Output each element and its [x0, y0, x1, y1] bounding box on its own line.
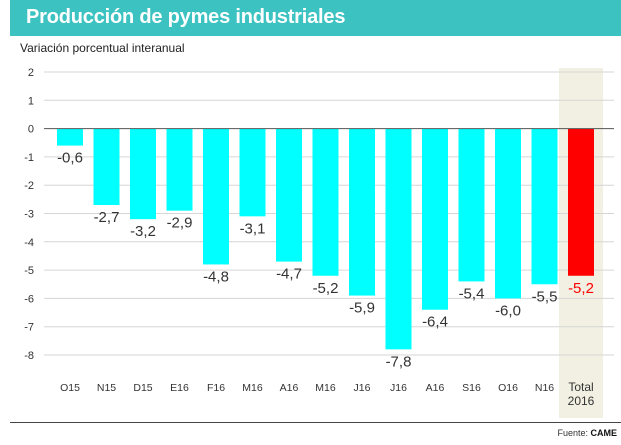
y-tick-label: -1 [24, 152, 34, 164]
bar-4 [166, 128, 193, 211]
x-tick-label: N15 [97, 382, 116, 394]
y-tick-label: -7 [24, 322, 34, 334]
x-tick-label: Total [568, 380, 593, 394]
data-label: -4,8 [203, 268, 229, 285]
data-label: -7,8 [386, 353, 412, 370]
data-label: -5,5 [532, 288, 558, 305]
bar-6 [239, 128, 266, 217]
footer-divider [10, 422, 621, 423]
bar-11 [422, 128, 448, 310]
data-label: -5,2 [313, 280, 339, 297]
data-label: -5,4 [459, 285, 485, 302]
chart-title: Producción de pymes industriales [26, 6, 346, 28]
y-tick-label: 2 [28, 67, 34, 79]
data-label: -2,9 [167, 215, 193, 232]
bar-5 [203, 128, 229, 265]
source-note: Fuente: CAME [557, 428, 617, 438]
data-label: -4,7 [276, 266, 302, 283]
bar-1 [57, 128, 83, 146]
y-tick-label: -3 [24, 209, 34, 221]
bar-13 [495, 128, 521, 299]
x-tick-label: O15 [60, 382, 80, 394]
header-banner: Producción de pymes industriales [10, 0, 621, 36]
y-tick-label: -6 [24, 293, 34, 305]
y-tick-label: -4 [24, 237, 34, 249]
x-tick-label: M16 [242, 382, 263, 394]
data-label: -3,1 [240, 220, 266, 237]
x-tick-label: A16 [280, 382, 299, 394]
data-label: -5,9 [349, 300, 375, 317]
x-tick-label: F16 [207, 382, 225, 394]
data-label: -2,7 [94, 209, 120, 226]
y-tick-label: -8 [24, 350, 34, 362]
y-tick-label: 0 [28, 124, 34, 136]
x-tick-label: D15 [133, 382, 152, 394]
bar-8 [312, 128, 339, 276]
source-label: Fuente: [557, 428, 591, 438]
x-tick-label: N16 [535, 382, 554, 394]
x-tick-label: J16 [354, 382, 371, 394]
bar-9 [349, 128, 375, 296]
bar-15 [568, 128, 594, 276]
bar-12 [458, 128, 485, 282]
x-tick-label: 2016 [568, 394, 595, 408]
data-label: -0,6 [57, 150, 83, 167]
x-tick-label: M16 [315, 382, 336, 394]
bar-3 [130, 128, 156, 220]
data-label: -6,0 [495, 302, 521, 319]
y-axis-label: Variación porcentual interanual [20, 41, 185, 55]
x-tick-label: O16 [498, 382, 518, 394]
x-tick-label: J16 [390, 382, 407, 394]
data-label: -5,2 [568, 280, 594, 297]
x-tick-label: S16 [462, 382, 481, 394]
bar-10 [385, 128, 412, 350]
x-tick-label: A16 [426, 382, 445, 394]
bar-7 [276, 128, 302, 262]
data-label: -6,4 [422, 314, 448, 331]
y-tick-label: 1 [28, 95, 34, 107]
bar-14 [531, 128, 558, 285]
source-name: CAME [590, 428, 618, 438]
bar-2 [93, 128, 120, 206]
y-tick-label: -2 [24, 180, 34, 192]
x-tick-label: E16 [170, 382, 189, 394]
y-tick-label: -5 [24, 265, 34, 277]
data-label: -3,2 [130, 223, 156, 240]
